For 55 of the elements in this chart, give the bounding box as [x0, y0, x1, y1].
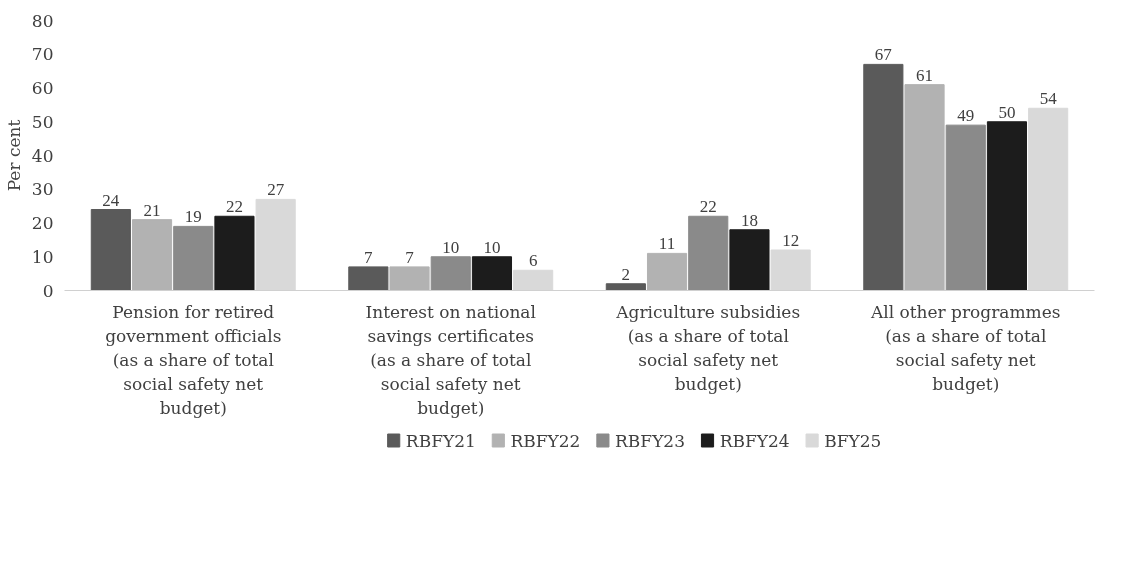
legend-label: RBFY22: [510, 430, 581, 451]
y-tick-label: 40: [31, 145, 54, 166]
data-label: 24: [102, 190, 120, 210]
bar: [904, 84, 945, 291]
bar: [131, 219, 173, 291]
data-label: 54: [1039, 89, 1058, 109]
y-tick-label: 0: [42, 280, 54, 301]
data-label: 67: [874, 45, 893, 65]
data-label: 27: [267, 180, 285, 200]
data-label: 18: [740, 210, 758, 230]
bar: [430, 256, 471, 291]
bar: [646, 252, 688, 291]
y-tick-label: 50: [31, 111, 54, 132]
y-tick-label: 30: [31, 179, 54, 200]
data-label: 6: [528, 251, 538, 271]
y-tick-label: 20: [31, 213, 54, 233]
bar: [688, 215, 729, 291]
data-label: 22: [699, 197, 717, 217]
legend-label: RBFY21: [405, 430, 476, 451]
data-label: 7: [405, 247, 415, 267]
bar: [729, 229, 770, 291]
legend-label: RBFY23: [615, 430, 685, 451]
data-label: 10: [442, 237, 460, 257]
bar: [389, 266, 430, 291]
data-label: 21: [143, 200, 161, 220]
bar: [348, 266, 389, 291]
data-label: 61: [916, 65, 934, 85]
bar: [605, 283, 646, 291]
data-label: 19: [184, 207, 202, 227]
x-tick-label: Agriculture subsidies (as a share of total social safety net budget): [615, 301, 801, 394]
bar: [471, 256, 513, 291]
x-tick-label: All other programmes (as a share of total social safety net budget): [869, 301, 1061, 394]
data-label: 50: [998, 102, 1016, 122]
legend-label: BFY25: [824, 430, 882, 451]
y-tick-label: 80: [31, 10, 54, 31]
bar: [214, 215, 255, 291]
x-tick-label: Pension for retired government officials (as a share of total social safety net budget): [105, 301, 282, 418]
data-label: 12: [782, 231, 800, 250]
bar: [863, 63, 904, 291]
data-label: 2: [621, 264, 631, 284]
bar: [945, 124, 986, 291]
data-label: 11: [658, 234, 676, 254]
bar: [173, 225, 214, 291]
y-tick-label: 10: [31, 246, 54, 267]
y-tick-label: 60: [31, 78, 54, 98]
data-label: 10: [483, 237, 501, 257]
bar: [986, 121, 1028, 291]
y-tick-label: 70: [31, 44, 54, 65]
y-axis-title: Per cent: [3, 119, 24, 192]
legend-label: RBFY24: [719, 430, 790, 451]
data-label: 49: [957, 106, 975, 126]
data-label: 7: [364, 247, 374, 267]
bar: [90, 209, 131, 291]
data-label: 22: [225, 197, 243, 217]
x-tick-label: Interest on national savings certificates (as a share of total social safety net budget): [365, 301, 536, 418]
